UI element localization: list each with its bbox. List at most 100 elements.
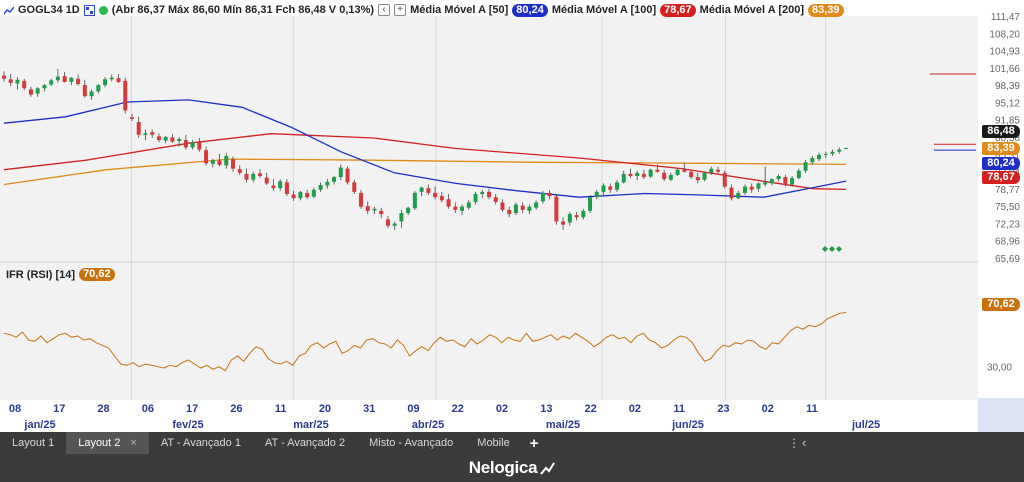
candle-body <box>594 191 599 198</box>
tab-mobile[interactable]: Mobile <box>465 432 521 454</box>
candle <box>769 178 774 186</box>
candle <box>810 155 815 165</box>
ma100-label[interactable]: Média Móvel A [100] <box>551 4 657 16</box>
candle <box>702 171 707 182</box>
candle-body <box>150 132 155 135</box>
candle-body <box>257 173 262 177</box>
candle-body <box>116 78 121 82</box>
candle <box>682 163 687 173</box>
candle <box>527 204 532 215</box>
plot-panel <box>0 16 978 400</box>
rsi-axis-tick-label: 30,00 <box>987 363 1012 374</box>
candle-body <box>675 169 680 175</box>
y-axis-tick-label: 91,85 <box>995 116 1020 127</box>
candle-body <box>365 206 370 211</box>
candle <box>621 170 626 184</box>
candle-body <box>204 150 209 164</box>
candle-body <box>668 174 673 180</box>
tab-scroll-icon[interactable]: ‹ <box>802 435 807 450</box>
signal-marker-icon <box>822 246 828 252</box>
ma100-value-badge: 78,67 <box>660 3 696 17</box>
candle <box>689 169 694 180</box>
candle <box>426 184 431 196</box>
candle <box>446 193 451 209</box>
chart-area[interactable]: 08 17 28 06 17 26 11 20 31 09 22 02 13 22 02 11 23 02 11 ja… <box>0 0 1024 432</box>
candle <box>837 147 842 154</box>
tab-at-avancado-1[interactable]: AT - Avançado 1 <box>149 432 253 454</box>
candle <box>709 166 714 175</box>
status-dot-icon <box>98 5 108 15</box>
candle <box>224 152 229 169</box>
candle-body <box>359 192 364 207</box>
candle <box>318 182 323 192</box>
y-axis-tick-label: 78,77 <box>995 185 1020 196</box>
candle-body <box>709 168 714 173</box>
rsi-line <box>3 312 847 372</box>
candle-body <box>244 173 249 180</box>
ma50-price-tag: 80,24 <box>982 157 1020 170</box>
candle <box>823 151 828 159</box>
symbol-label[interactable]: GOGL34 1D <box>18 4 80 16</box>
candle <box>594 189 599 200</box>
candle-body <box>412 192 417 209</box>
candle-body <box>641 173 646 178</box>
rsi-label[interactable]: IFR (RSI) [14] <box>6 268 76 281</box>
candle-body <box>783 177 788 185</box>
tab-label: Misto - Avançado <box>369 437 454 449</box>
ma200-label[interactable]: Média Móvel A [200] <box>699 4 804 16</box>
candle <box>89 89 94 100</box>
tab-at-avancado-2[interactable]: AT - Avançado 2 <box>253 432 357 454</box>
candle-body <box>291 194 296 199</box>
candle <box>716 166 721 174</box>
close-icon[interactable]: × <box>130 437 137 449</box>
y-axis-tick-label: 101,66 <box>989 64 1020 75</box>
candle-body <box>527 206 532 211</box>
axis-corner[interactable] <box>978 398 1024 432</box>
x-axis-day-label: 20 <box>319 403 331 415</box>
candle-body <box>433 192 438 198</box>
candle-body <box>35 88 40 94</box>
candle-body <box>278 181 283 189</box>
candle-body <box>156 136 161 141</box>
candle-body <box>210 160 215 164</box>
candle-body <box>588 197 593 211</box>
candle <box>257 169 262 179</box>
candle <box>406 206 411 216</box>
ma50-label[interactable]: Média Móvel A [50] <box>410 4 509 16</box>
candle-body <box>190 142 195 148</box>
tab-layout-1[interactable]: Layout 1 <box>0 432 66 454</box>
candle-body <box>123 80 128 111</box>
ma200-line <box>3 158 847 186</box>
rsi-header: IFR (RSI) [14] 70,62 <box>6 268 115 281</box>
candle <box>237 165 242 175</box>
candle <box>190 140 195 150</box>
candle <box>547 189 552 200</box>
collapse-icon[interactable]: ‹ <box>378 4 391 16</box>
candle-body <box>574 215 579 218</box>
price-chart[interactable]: 08 17 28 06 17 26 11 20 31 09 22 02 13 22 02 11 23 02 11 ja… <box>0 0 1024 432</box>
grid-icon[interactable] <box>83 4 95 16</box>
candle <box>163 135 168 144</box>
candle-body <box>8 79 13 83</box>
tab-label: Mobile <box>477 437 510 449</box>
tab-menu-icon[interactable]: ⋮ <box>788 436 800 450</box>
add-indicator-icon[interactable]: + <box>394 4 407 16</box>
candle <box>183 134 188 150</box>
candle-body <box>224 155 229 166</box>
candle <box>123 77 128 114</box>
tab-layout-2[interactable]: Layout 2 × <box>66 432 149 454</box>
candle <box>365 201 370 215</box>
x-axis-day-label: 22 <box>452 403 464 415</box>
candle <box>742 184 747 196</box>
tab-misto-avancado[interactable]: Misto - Avançado <box>357 432 465 454</box>
candle <box>76 74 81 86</box>
candle-body <box>513 204 518 214</box>
y-axis-tick-label: 65,69 <box>995 254 1020 265</box>
add-tab-button[interactable]: + <box>529 434 539 452</box>
candle <box>635 170 640 181</box>
y-axis-tick-label: 111,47 <box>991 12 1021 23</box>
candle-body <box>796 170 801 179</box>
candle <box>763 166 768 187</box>
symbol-icon[interactable] <box>3 6 15 15</box>
x-axis-day-label: 02 <box>496 403 508 415</box>
